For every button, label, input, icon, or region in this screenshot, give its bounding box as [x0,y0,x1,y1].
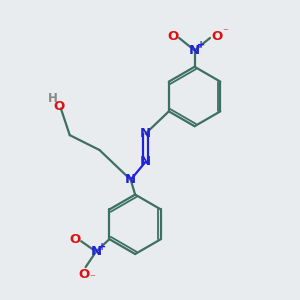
Text: N: N [91,245,102,258]
Text: N: N [189,44,200,57]
Text: O: O [211,30,222,43]
Text: O: O [69,233,80,246]
Text: O: O [167,30,178,43]
Text: ⁻: ⁻ [89,273,95,284]
Text: H: H [48,92,57,105]
Text: N: N [140,155,151,168]
Text: +: + [197,40,205,50]
Text: +: + [98,242,106,252]
Text: O: O [54,100,65,112]
Text: N: N [140,127,151,140]
Text: N: N [125,173,136,186]
Text: ⁻: ⁻ [222,28,228,38]
Text: O: O [79,268,90,281]
